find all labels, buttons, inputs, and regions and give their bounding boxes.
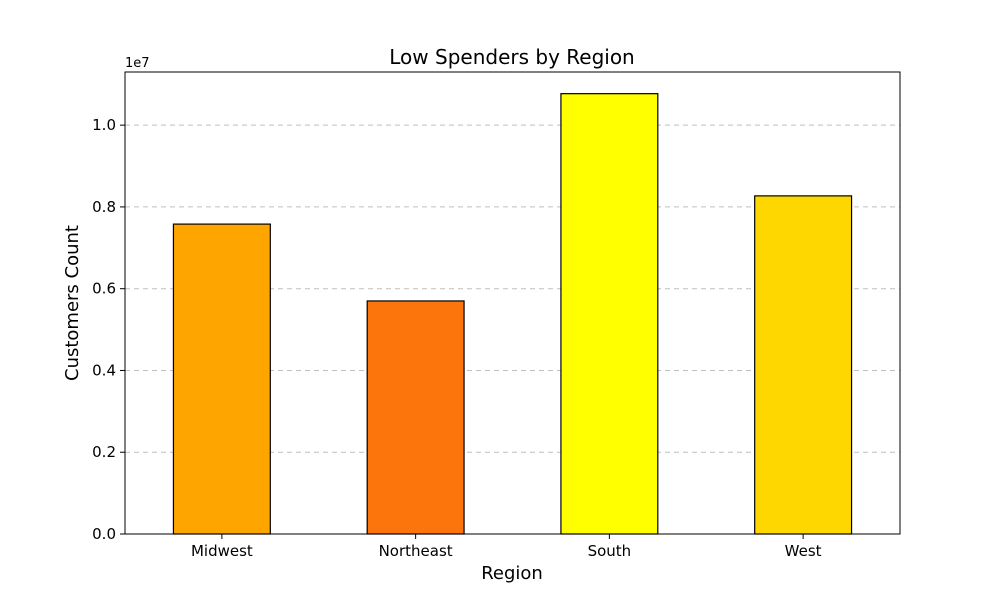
x-tick-label: Midwest (191, 542, 253, 560)
y-tick-label: 1.0 (92, 116, 116, 134)
x-axis-label: Region (481, 563, 543, 584)
y-tick-label: 0.2 (92, 443, 116, 461)
y-tick-label: 0.6 (92, 280, 116, 298)
y-axis-ticks: 0.0 0.2 0.4 0.6 0.8 1.0 (92, 116, 125, 543)
x-tick-label: West (785, 542, 822, 560)
y-axis-label: Customers Count (62, 225, 83, 381)
bar-south (560, 93, 659, 535)
x-tick-label: South (588, 542, 632, 560)
y-tick-label: 0.0 (92, 525, 116, 543)
x-tick-label: Northeast (379, 542, 453, 560)
y-axis-offset-label: 1e7 (125, 56, 150, 71)
bars (172, 93, 853, 535)
y-tick-label: 0.4 (92, 361, 116, 379)
bar-midwest (172, 223, 271, 535)
bar-west (754, 195, 853, 535)
x-axis-ticks: Midwest Northeast South West (191, 534, 822, 560)
bar-northeast (366, 300, 465, 535)
chart-title: Low Spenders by Region (389, 45, 634, 69)
y-tick-label: 0.8 (92, 198, 116, 216)
plot-frame (124, 71, 901, 535)
